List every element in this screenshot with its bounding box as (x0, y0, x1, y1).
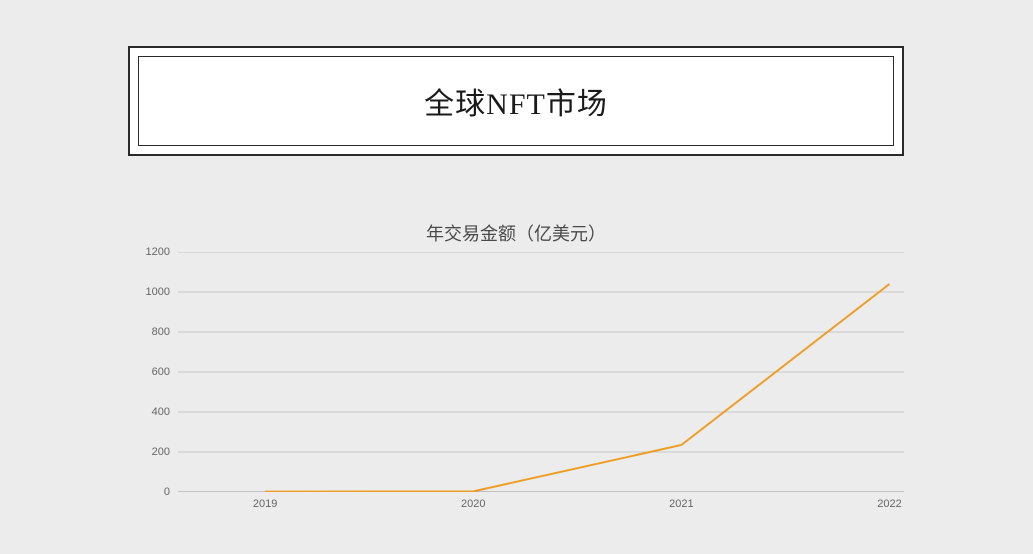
title-box-outer: 全球NFT市场 (128, 46, 904, 156)
title-box-inner: 全球NFT市场 (138, 56, 894, 146)
chart: 年交易金额（亿美元） 0 200 400 600 800 1000 1200 2019 202… (128, 210, 904, 530)
series-line (265, 284, 889, 492)
page-title: 全球NFT市场 (424, 79, 608, 123)
y-axis: 020040060080010001200 (128, 252, 178, 522)
plot (178, 252, 904, 492)
y-tick-label: 1000 (146, 286, 170, 298)
page: 全球NFT市场 年交易金额（亿美元） 0 200 400 600 800 1000 1200… (0, 0, 1033, 554)
y-tick-label: 0 (164, 486, 170, 498)
y-tick-label: 600 (152, 366, 170, 378)
y-tick-label: 400 (152, 406, 170, 418)
chart-title: 年交易金额（亿美元） (128, 220, 904, 246)
x-tick-label: 2019 (253, 498, 277, 510)
y-tick-label: 1200 (146, 246, 170, 258)
chart-svg (178, 252, 904, 492)
x-tick-label: 2020 (461, 498, 485, 510)
x-tick-label: 2021 (669, 498, 693, 510)
x-axis: 2019 2020 2021 2022 (178, 492, 904, 522)
y-tick-label: 200 (152, 446, 170, 458)
x-tick-label: 2022 (877, 498, 901, 510)
y-tick-label: 800 (152, 326, 170, 338)
plot-area: 020040060080010001200 2019202020212022 (128, 252, 904, 522)
